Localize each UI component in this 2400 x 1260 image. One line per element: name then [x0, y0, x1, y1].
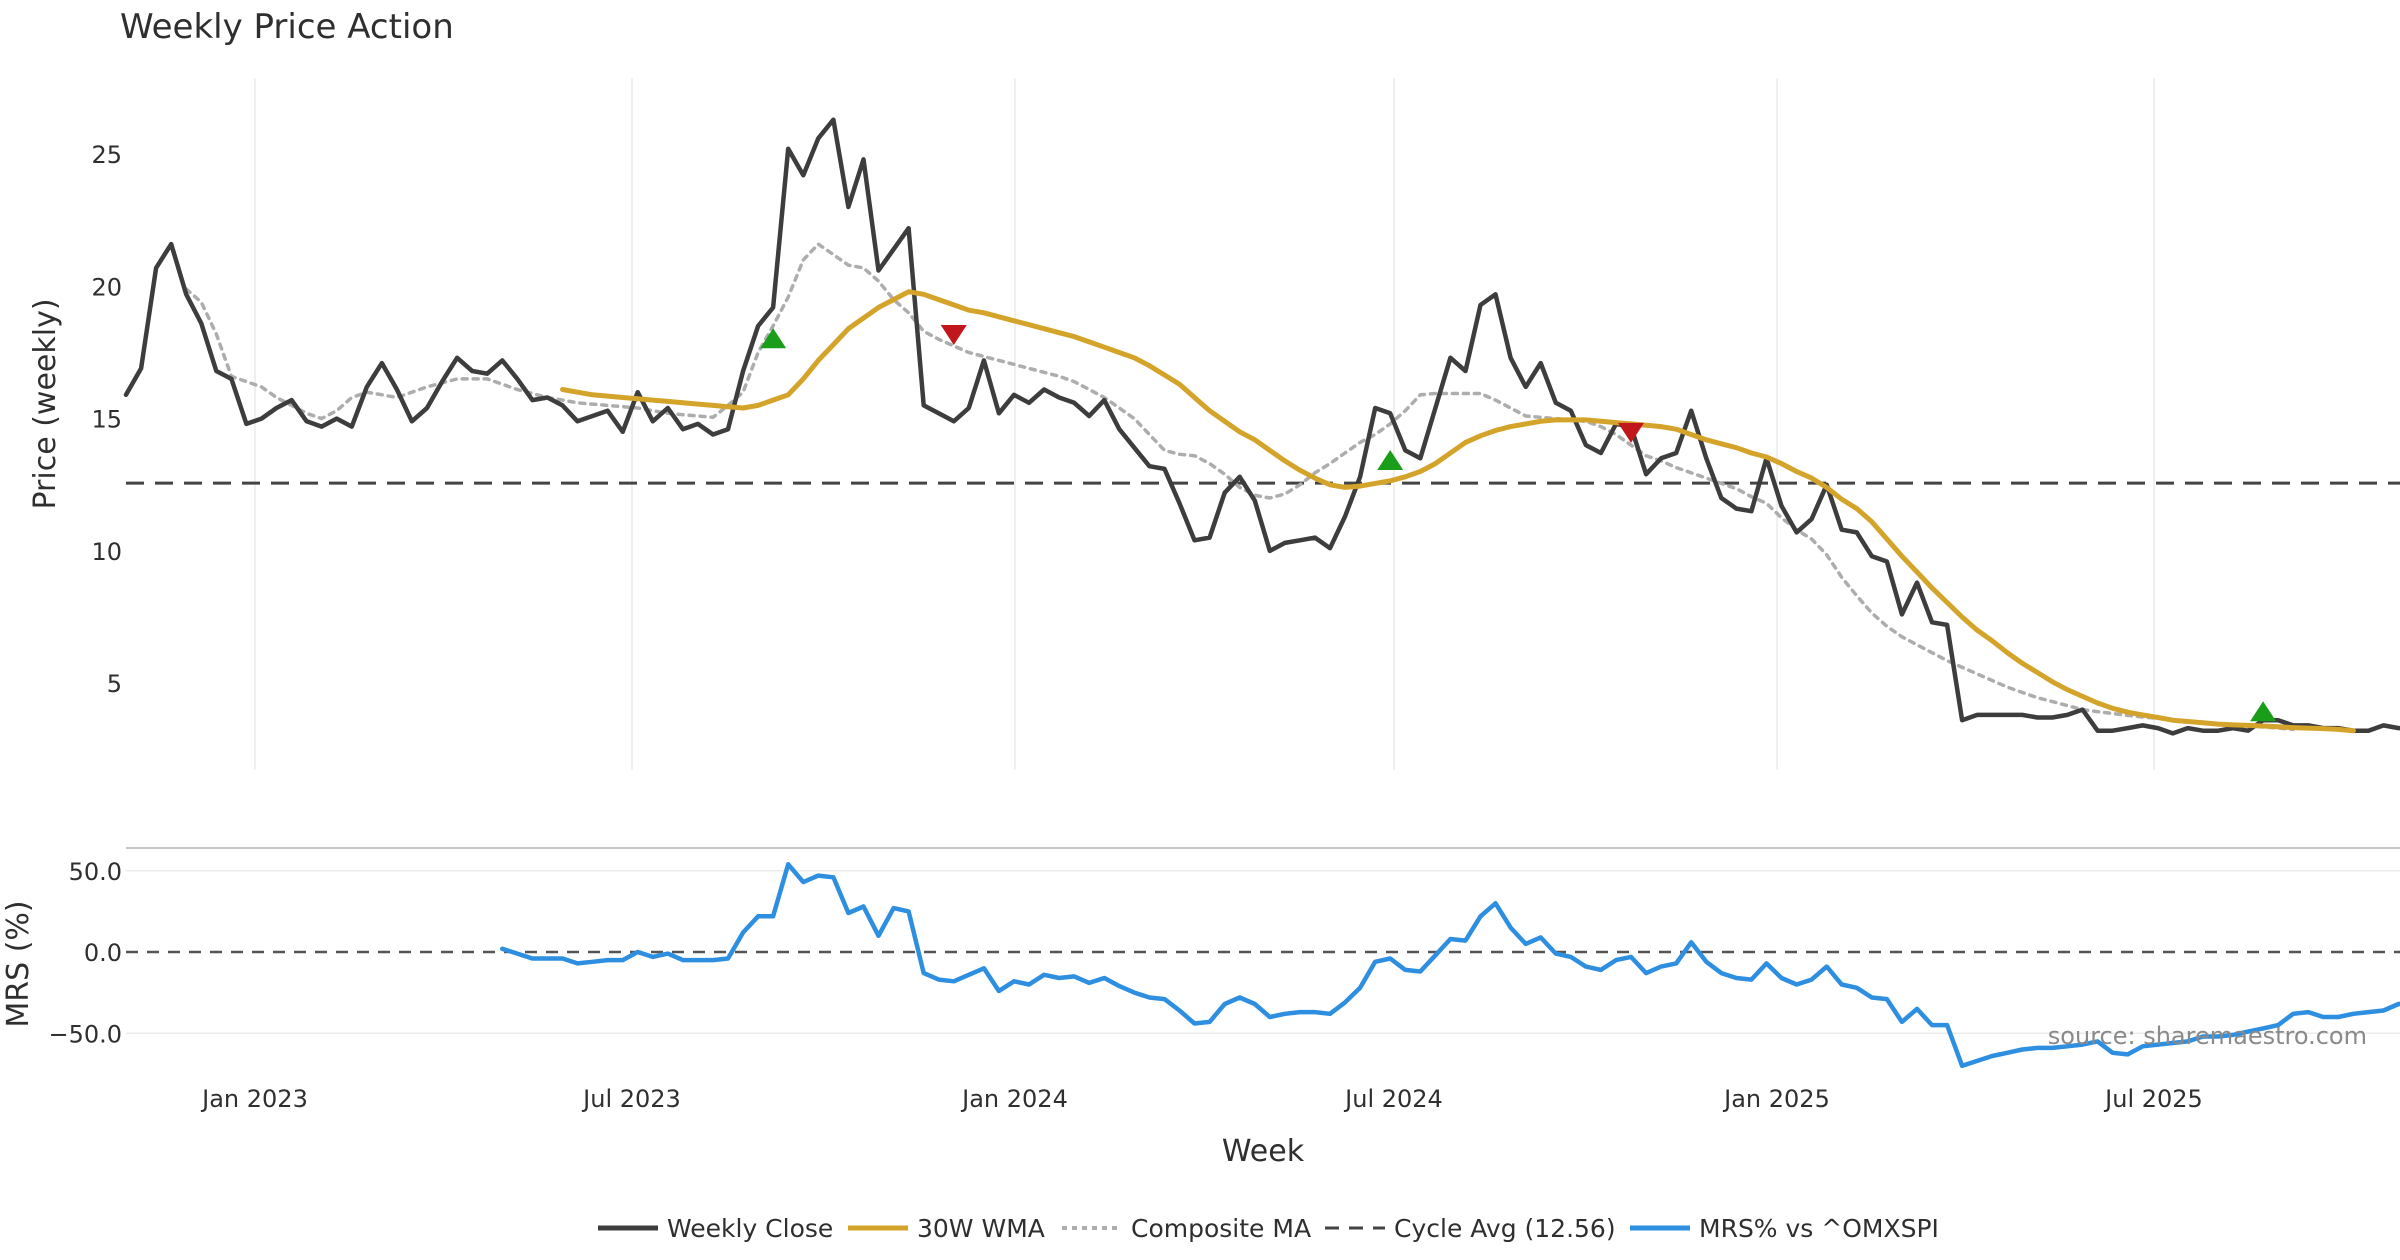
price-y-tick-10: 10: [91, 538, 122, 566]
mrs-y-tick-0: 50.0: [69, 858, 122, 886]
x-axis-ticks: Jan 2023 Jul 2023 Jan 2024 Jul 2024 Jan 2025…: [200, 1085, 2203, 1113]
sell-signal-marker-1: [940, 324, 967, 345]
source-caption: source: sharemaestro.com: [2048, 1022, 2367, 1050]
x-axis-label: Week: [1222, 1134, 1305, 1169]
x-tick-jan-2024: Jan 2024: [960, 1085, 1068, 1113]
legend: Weekly Close 30W WMA Composite MA Cycle Avg…: [598, 1214, 1939, 1243]
mrs-y-ticks: 50.0 0.0 −50.0: [48, 858, 122, 1049]
price-y-tick-25: 25: [91, 141, 122, 169]
vertical-gridlines: [254, 78, 2155, 770]
x-tick-jul-2023: Jul 2023: [581, 1085, 681, 1113]
weekly-close-line: [123, 117, 2400, 736]
buy-signal-marker-4: [2250, 701, 2277, 722]
legend-label-30w-wma: 30W WMA: [917, 1214, 1045, 1243]
legend-label-cycle-avg-12-56: Cycle Avg (12.56): [1394, 1214, 1616, 1243]
legend-label-weekly-close: Weekly Close: [667, 1214, 833, 1243]
composite-ma-line: [184, 242, 2295, 732]
legend-label-mrs-vs-omxspi: MRS% vs ^OMXSPI: [1699, 1214, 1939, 1243]
sell-signal-marker-3: [1618, 422, 1644, 443]
mrs-gridlines: [126, 870, 2400, 1034]
price-series-group: [123, 117, 2400, 736]
price-y-tick-15: 15: [91, 406, 122, 434]
mrs-y-tick-1: 0.0: [84, 939, 122, 967]
price-y-ticks: 5 10 15 20 25: [91, 141, 122, 698]
buy-signal-marker-2: [1377, 449, 1404, 470]
legend-label-composite-ma: Composite MA: [1131, 1214, 1311, 1243]
x-tick-jan-2023: Jan 2023: [200, 1085, 308, 1113]
mrs-y-axis-label: MRS (%): [1, 900, 36, 1027]
chart-title: Weekly Price Action: [120, 7, 454, 47]
mrs-series-group: [500, 862, 2400, 1069]
price-y-tick-20: 20: [91, 273, 122, 301]
x-tick-jul-2025: Jul 2025: [2103, 1085, 2203, 1113]
x-tick-jul-2024: Jul 2024: [1343, 1085, 1443, 1113]
mrs-y-tick-2: −50.0: [48, 1020, 122, 1048]
price-y-tick-5: 5: [107, 670, 122, 698]
mrs-line: [500, 862, 2400, 1069]
wma-30w-line: [560, 289, 2356, 734]
signal-markers: [760, 324, 2277, 722]
buy-signal-marker-0: [760, 328, 787, 349]
price-y-axis-label: Price (weekly): [28, 298, 63, 509]
x-tick-jan-2025: Jan 2025: [1722, 1085, 1830, 1113]
